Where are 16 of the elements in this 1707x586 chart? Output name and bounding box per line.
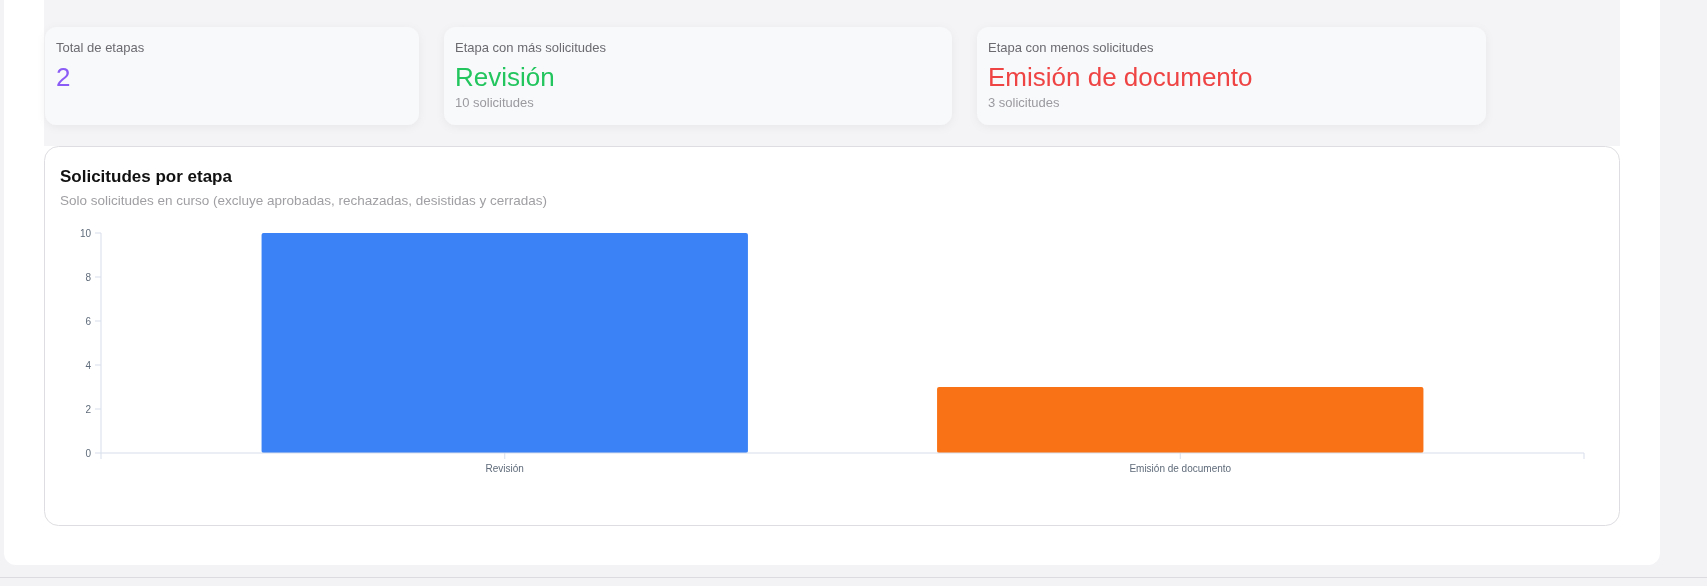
y-tick-label: 4 (85, 359, 92, 371)
text: Etapa con más solicitudes (455, 40, 607, 55)
text: Emisión de documento (988, 62, 1253, 92)
text: 10 solicitudes (455, 95, 535, 110)
y-tick-label: 0 (85, 447, 92, 459)
y-tick-label: 6 (85, 315, 92, 327)
chart-title: Solicitudes por etapa (60, 167, 233, 186)
y-tick-label: 10 (79, 227, 92, 239)
text: Etapa con menos solicitudes (988, 40, 1154, 55)
chart-subtitle: Solo solicitudes en curso (excluye aprobadas, rechazadas, desistidas y cerradas) (60, 193, 548, 208)
text: Revisión (455, 62, 555, 92)
text: 3 solicitudes (988, 95, 1061, 110)
y-tick-label: 2 (85, 403, 92, 415)
y-tick-label: 8 (85, 271, 92, 283)
text: Total de etapas (56, 40, 145, 55)
text: 2 (56, 62, 71, 92)
